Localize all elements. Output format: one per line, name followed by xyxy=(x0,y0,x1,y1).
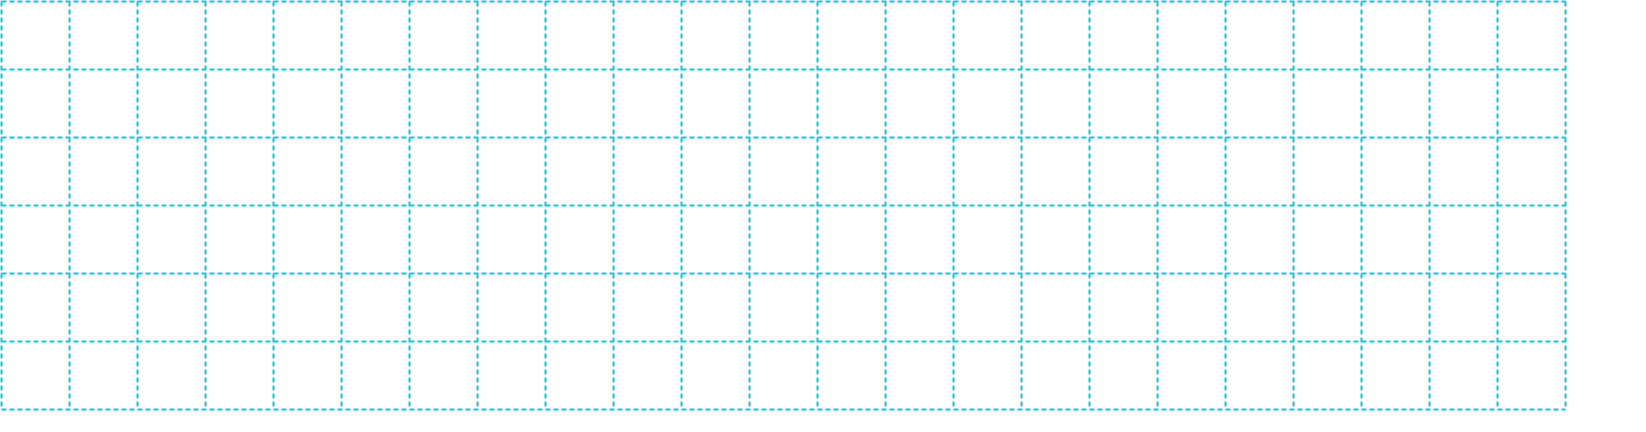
grid-lines xyxy=(0,0,1567,411)
